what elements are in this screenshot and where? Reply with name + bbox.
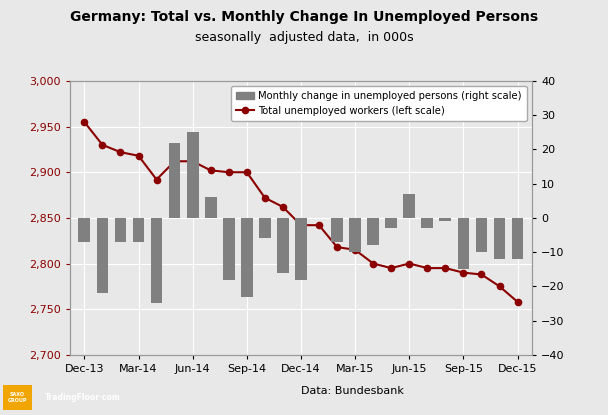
Bar: [331, 218, 343, 242]
Bar: [277, 218, 289, 273]
Bar: [440, 218, 451, 221]
Bar: [349, 218, 361, 252]
Text: SAXO
GROUP: SAXO GROUP: [8, 392, 27, 403]
Bar: [169, 142, 181, 218]
Bar: [97, 218, 108, 293]
Bar: [494, 218, 505, 259]
Bar: [512, 218, 523, 259]
Bar: [458, 218, 469, 269]
Bar: [385, 218, 397, 228]
Bar: [259, 218, 271, 238]
Bar: [133, 218, 144, 242]
Bar: [223, 218, 235, 280]
FancyBboxPatch shape: [2, 385, 32, 410]
Text: seasonally  adjusted data,  in 000s: seasonally adjusted data, in 000s: [195, 31, 413, 44]
Bar: [187, 132, 199, 218]
Bar: [367, 218, 379, 245]
Bar: [475, 218, 488, 252]
Text: Data: Bundesbank: Data: Bundesbank: [301, 386, 404, 396]
Bar: [78, 218, 90, 242]
Text: TradingFloor·com: TradingFloor·com: [45, 393, 121, 402]
Bar: [205, 198, 216, 218]
Bar: [151, 218, 162, 303]
Text: Germany: Total vs. Monthly Change In Unemployed Persons: Germany: Total vs. Monthly Change In Une…: [70, 10, 538, 24]
Bar: [114, 218, 126, 242]
Bar: [295, 218, 307, 280]
Bar: [403, 194, 415, 218]
Bar: [421, 218, 433, 228]
Bar: [241, 218, 253, 297]
Legend: Monthly change in unemployed persons (right scale), Total unemployed workers (le: Monthly change in unemployed persons (ri…: [230, 86, 527, 121]
